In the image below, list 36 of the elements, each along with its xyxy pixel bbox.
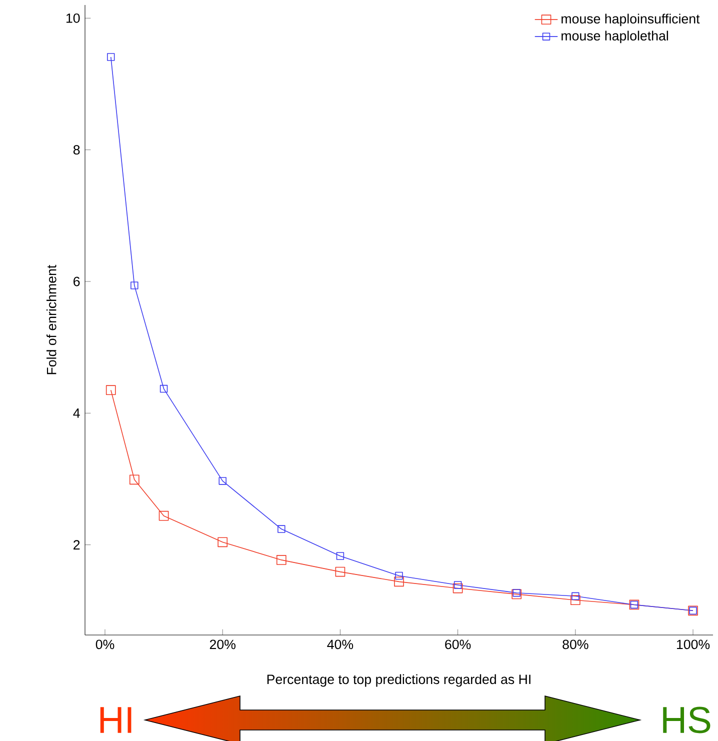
point xyxy=(395,572,403,580)
x-tick-label: 20% xyxy=(210,640,236,650)
point xyxy=(129,474,140,485)
legend-label: mouse haplolethal xyxy=(562,30,668,44)
y-axis-title: Fold of enrichment xyxy=(46,264,56,374)
point xyxy=(130,282,138,290)
legend-label: mouse haploinsufficient xyxy=(562,14,700,26)
x-tick-label: 0% xyxy=(96,640,114,650)
point xyxy=(218,537,228,548)
point xyxy=(512,588,520,597)
y-tick-label: 10 xyxy=(66,13,80,23)
text: HS xyxy=(663,706,710,734)
text: HI xyxy=(100,707,132,733)
point xyxy=(454,581,462,589)
point xyxy=(572,592,580,600)
point xyxy=(336,552,344,560)
x-tick-label: 100% xyxy=(676,640,710,650)
point xyxy=(276,555,286,565)
point xyxy=(218,477,226,485)
x-tick-label: 60% xyxy=(445,640,471,650)
point xyxy=(158,510,169,521)
point xyxy=(452,583,463,594)
x-tick-label: 80% xyxy=(562,640,588,650)
y-tick-label: 8 xyxy=(73,145,80,155)
y-tick-label: 4 xyxy=(73,408,80,418)
point xyxy=(107,53,115,61)
y-tick-label: 6 xyxy=(74,276,80,286)
point xyxy=(106,385,116,396)
point xyxy=(394,576,404,587)
x-axis-title: Percentage to top predictions regarded as HI xyxy=(267,674,530,687)
point xyxy=(160,384,168,393)
x-tick-label: 40% xyxy=(327,640,354,650)
y-tick-label: 2 xyxy=(74,540,80,550)
point xyxy=(335,566,346,577)
point xyxy=(278,525,286,533)
point xyxy=(570,595,580,606)
